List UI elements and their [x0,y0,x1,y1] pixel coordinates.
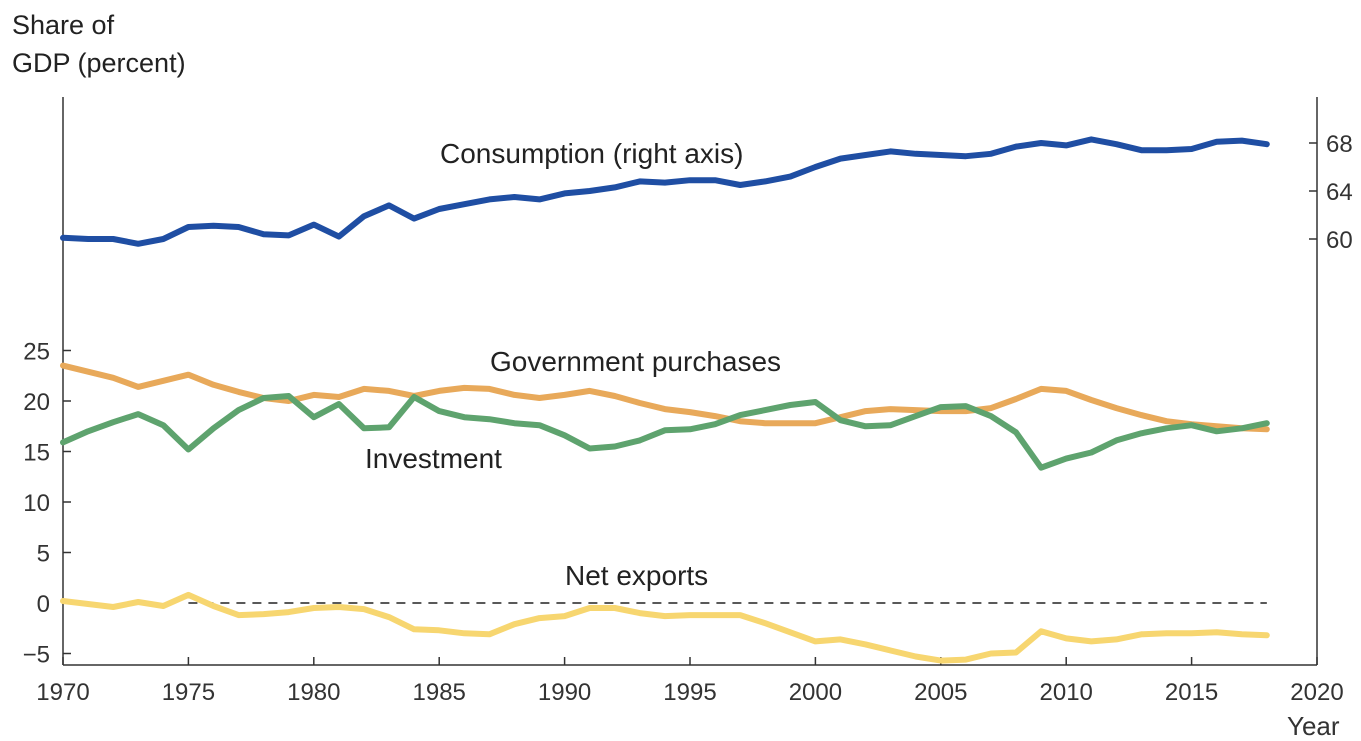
consumption-label: Consumption (right axis) [440,138,743,169]
left-tick-label-5: 5 [37,541,50,568]
investment-label: Investment [365,443,502,474]
series-line-consumption-right-axis [60,136,1270,247]
x-tick-label-2005: 2005 [914,679,967,706]
government-purchases-label: Government purchases [490,346,781,377]
series-line-investment [60,393,1270,471]
left-tick-label--5: −5 [23,642,50,669]
left-axis-title-line-1: Share of [12,10,115,40]
right-tick-label-60: 60 [1326,227,1353,254]
x-tick-label-2010: 2010 [1040,679,1093,706]
x-tick-label-1980: 1980 [287,679,340,706]
net-exports-label: Net exports [565,560,708,591]
x-tick-label-2020: 2020 [1290,679,1343,706]
left-tick-label-25: 25 [23,339,50,366]
left-tick-label-0: 0 [37,591,50,618]
x-tick-label-2015: 2015 [1165,679,1218,706]
x-tick-label-1990: 1990 [538,679,591,706]
left-tick-label-10: 10 [23,490,50,517]
left-tick-label-20: 20 [23,389,50,416]
right-tick-label-64: 64 [1326,179,1353,206]
left-tick-label-15: 15 [23,440,50,467]
series-lines [60,136,1270,664]
x-axis-title: Year [1287,711,1340,741]
series-line-net-exports [60,591,1270,664]
left-axis-title-line-2: GDP (percent) [12,48,186,78]
x-tick-label-1975: 1975 [162,679,215,706]
x-tick-label-1985: 1985 [413,679,466,706]
ticks-layer: 1970 1975 1980 1985 1990 1995 2000 2005 2010 2015… [23,131,1353,706]
x-tick-label-1995: 1995 [663,679,716,706]
x-tick-label-2000: 2000 [789,679,842,706]
x-tick-label-1970: 1970 [36,679,89,706]
right-tick-label-68: 68 [1326,131,1353,158]
